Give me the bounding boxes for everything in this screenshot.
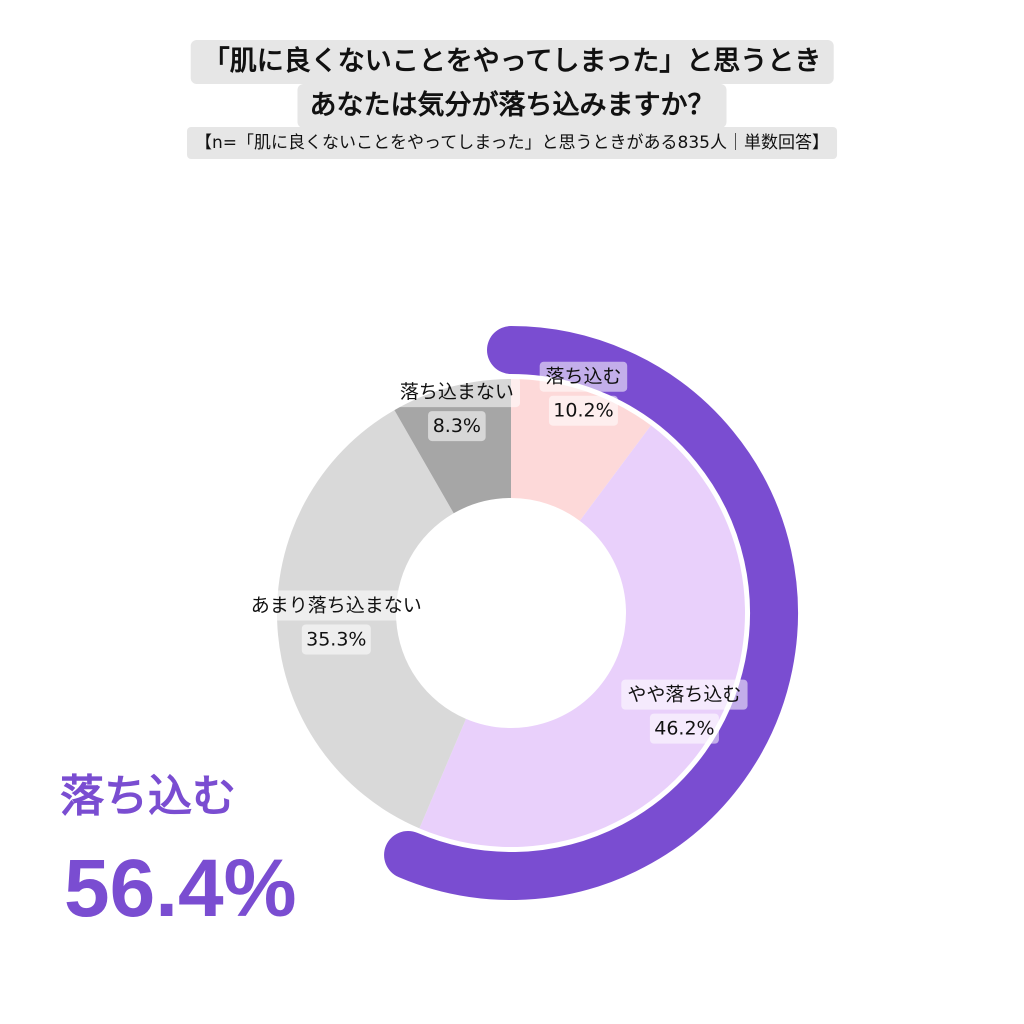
slice-name-label: やや落ち込む (627, 684, 741, 706)
highlight-arc (384, 326, 798, 900)
chart-title-line-1: 「肌に良くないことをやってしまった」と思うとき (190, 40, 834, 84)
slice-labels: 落ち込む 10.2% やや落ち込む 46.2% あまり落ち込まない 35.3% 落ち込まない… (244, 361, 748, 744)
highlight-callout-value: 56.4% (64, 843, 297, 934)
slice-value-label: 8.3% (433, 415, 481, 437)
slice-name-label: 落ち込まない (400, 381, 514, 403)
slice-name-label: 落ち込む (545, 366, 621, 388)
slice-value-label: 10.2% (553, 400, 613, 422)
slice-name-label: あまり落ち込まない (251, 594, 422, 616)
slice-value-label: 46.2% (654, 718, 714, 740)
highlight-callout-label: 落ち込む (60, 771, 236, 822)
chart-title-line-2: あなたは気分が落ち込みますか？ (297, 84, 727, 128)
chart-subtitle: 【n=「肌に良くないことをやってしまった」と思うときがある835人｜単数回答】 (187, 127, 837, 159)
slice-value-label: 35.3% (306, 628, 366, 650)
